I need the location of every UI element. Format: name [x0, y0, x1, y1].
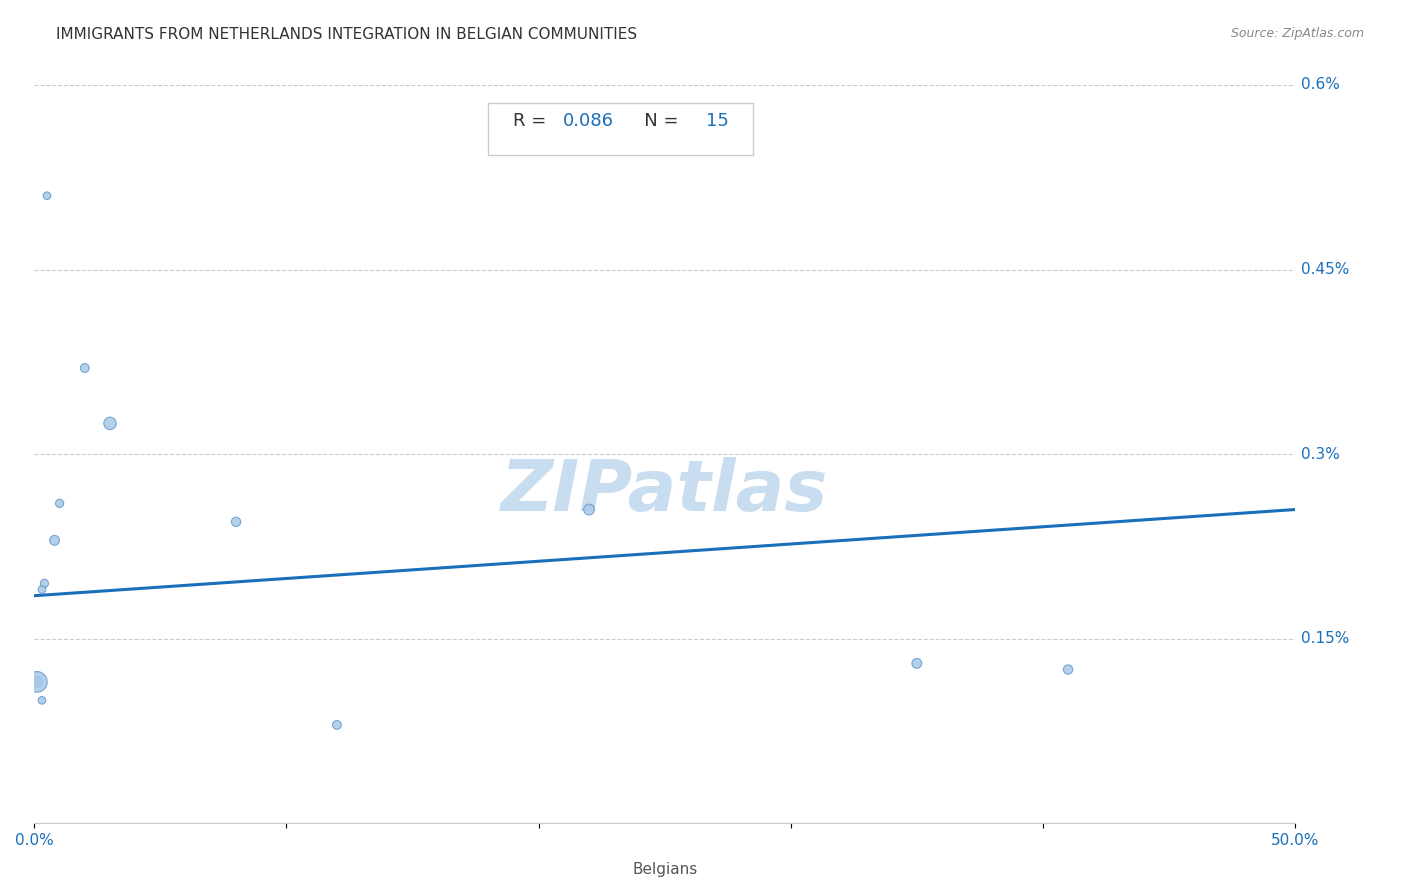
Point [578, 502, 600, 516]
Point [31, 582, 53, 597]
Text: Source: ZipAtlas.com: Source: ZipAtlas.com [1230, 27, 1364, 40]
Point [98, 417, 121, 431]
Text: 15: 15 [706, 112, 730, 130]
Text: 0.6%: 0.6% [1302, 78, 1340, 93]
Text: R =: R = [513, 112, 553, 130]
Point [35, 188, 58, 202]
Text: N =: N = [627, 112, 685, 130]
Point [34, 576, 56, 591]
Point [48, 496, 70, 510]
Text: 0.086: 0.086 [562, 112, 613, 130]
Point [31, 693, 53, 707]
Text: IMMIGRANTS FROM NETHERLANDS INTEGRATION IN BELGIAN COMMUNITIES: IMMIGRANTS FROM NETHERLANDS INTEGRATION … [56, 27, 637, 42]
FancyBboxPatch shape [488, 103, 754, 155]
X-axis label: Belgians: Belgians [633, 862, 697, 877]
Point [905, 657, 928, 671]
Text: 0.15%: 0.15% [1302, 632, 1350, 647]
Point [1057, 663, 1080, 677]
Text: ZIPatlas: ZIPatlas [501, 457, 828, 525]
Text: 0.3%: 0.3% [1302, 447, 1340, 462]
Point [73, 361, 96, 376]
Point [44, 533, 66, 548]
Text: 0.45%: 0.45% [1302, 262, 1350, 277]
Point [25, 674, 48, 689]
Point [225, 515, 247, 529]
Point [326, 718, 349, 732]
Point [25, 674, 48, 689]
